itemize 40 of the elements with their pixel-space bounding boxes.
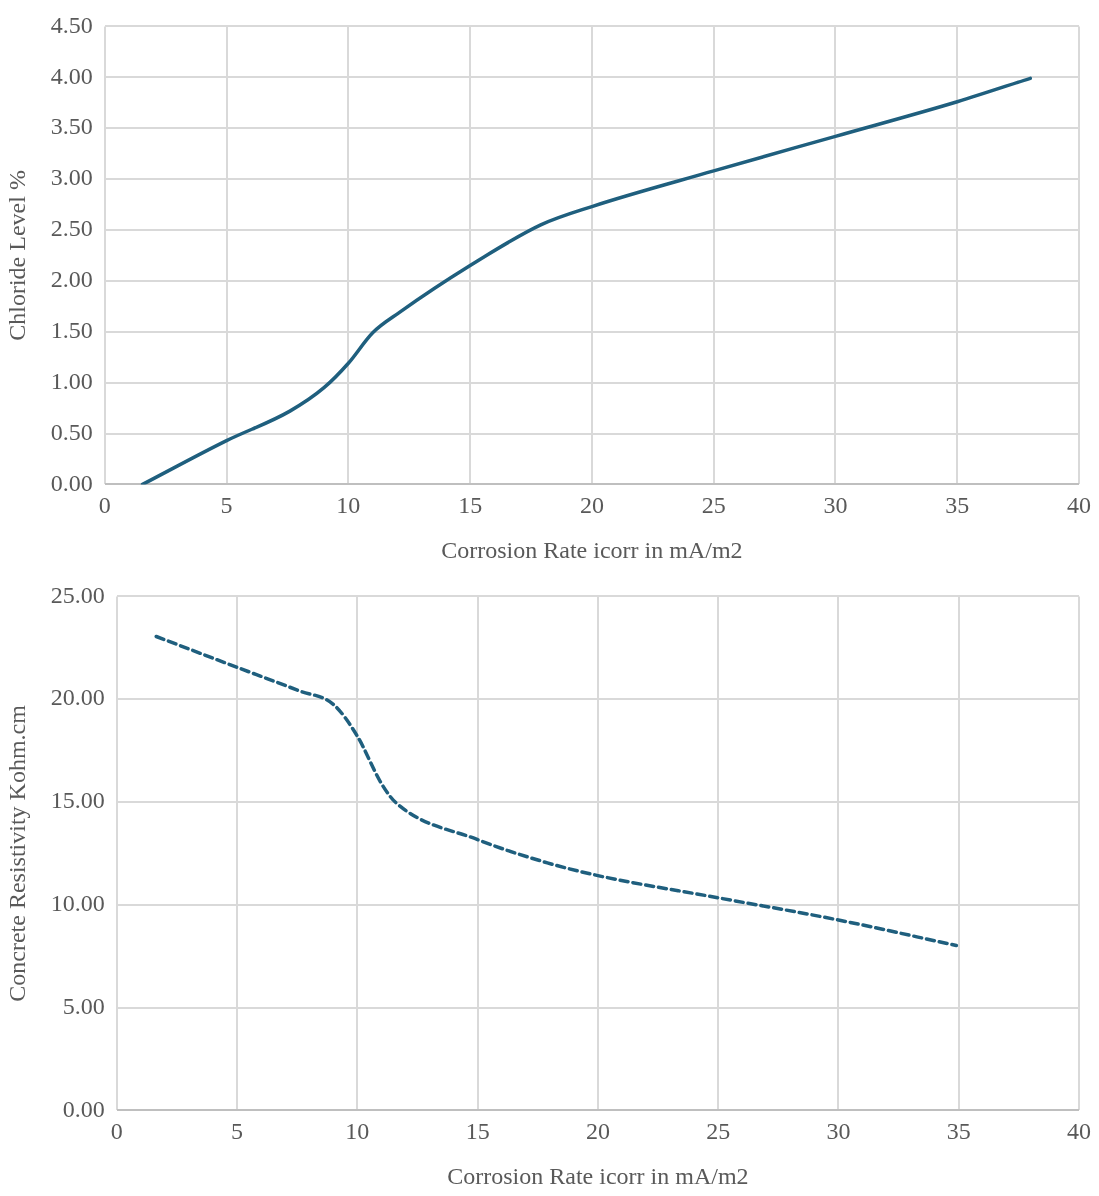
y-axis-title: Chloride Level % — [3, 170, 30, 341]
y-tick-label: 1.00 — [50, 367, 93, 394]
x-axis-title: Corrosion Rate icorr in mA/m2 — [447, 1162, 749, 1189]
y-tick-label: 15.00 — [50, 787, 105, 814]
y-tick-label: 3.00 — [50, 164, 93, 191]
x-tick-label: 30 — [823, 492, 848, 519]
x-tick-label: 25 — [701, 492, 726, 519]
x-tick-label: 40 — [1067, 492, 1091, 519]
x-tick-label: 10 — [336, 492, 361, 519]
y-tick-label: 4.00 — [50, 62, 93, 89]
x-axis-title: Corrosion Rate icorr in mA/m2 — [441, 536, 743, 563]
line-series — [154, 634, 959, 948]
x-tick-label: 0 — [110, 1118, 123, 1145]
y-tick-label: 2.50 — [50, 215, 93, 242]
x-tick-label: 15 — [465, 1118, 490, 1145]
x-tick-label: 20 — [585, 1118, 610, 1145]
y-axis-title: Concrete Resistivity Kohm.cm — [3, 704, 30, 1002]
y-tick-label: 20.00 — [50, 684, 105, 711]
x-tick-label: 20 — [579, 492, 604, 519]
line-series — [140, 76, 1033, 485]
y-tick-label: 3.50 — [50, 113, 93, 140]
x-tick-label: 5 — [220, 492, 233, 519]
y-tick-label: 0.00 — [50, 469, 93, 496]
y-tick-label: 10.00 — [50, 890, 105, 917]
y-tick-label: 2.00 — [50, 266, 93, 293]
x-tick-label: 35 — [946, 1118, 971, 1145]
x-tick-label: 15 — [458, 492, 483, 519]
x-tick-label: 35 — [945, 492, 970, 519]
y-tick-label: 0.50 — [50, 418, 93, 445]
x-tick-label: 30 — [826, 1118, 851, 1145]
x-tick-label: 25 — [706, 1118, 731, 1145]
y-tick-label: 0.00 — [62, 1095, 105, 1122]
x-tick-label: 5 — [231, 1118, 244, 1145]
x-tick-label: 10 — [345, 1118, 370, 1145]
x-tick-label: 0 — [98, 492, 111, 519]
x-tick-label: 40 — [1067, 1118, 1091, 1145]
y-tick-label: 1.50 — [50, 317, 93, 344]
y-tick-label: 25.00 — [50, 581, 105, 608]
y-tick-label: 4.50 — [50, 11, 93, 38]
y-tick-label: 5.00 — [62, 992, 105, 1019]
